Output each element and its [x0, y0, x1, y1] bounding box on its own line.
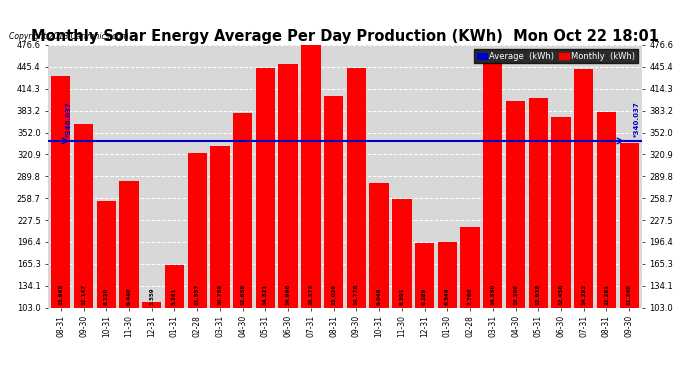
- Text: 11.240: 11.240: [627, 284, 632, 305]
- Text: *340.037: *340.037: [66, 102, 72, 138]
- Bar: [415, 243, 434, 308]
- Text: 8.591: 8.591: [400, 288, 404, 305]
- Text: 12.456: 12.456: [558, 284, 564, 305]
- Bar: [74, 124, 93, 308]
- Text: Copyright 2018 Cartronics.com: Copyright 2018 Cartronics.com: [9, 32, 128, 41]
- Bar: [188, 153, 207, 308]
- Text: 9.440: 9.440: [126, 288, 132, 305]
- Text: 13.965: 13.965: [58, 284, 63, 305]
- Legend: Average  (kWh), Monthly  (kWh): Average (kWh), Monthly (kWh): [474, 49, 638, 63]
- Text: 14.778: 14.778: [354, 284, 359, 305]
- Text: 14.550: 14.550: [491, 284, 495, 305]
- Text: 13.029: 13.029: [331, 284, 336, 305]
- Bar: [346, 68, 366, 308]
- Bar: [460, 227, 480, 308]
- Text: 15.373: 15.373: [308, 284, 313, 305]
- Bar: [233, 113, 253, 308]
- Text: 3.559: 3.559: [149, 288, 155, 305]
- Text: 12.281: 12.281: [604, 284, 609, 305]
- Text: 6.289: 6.289: [422, 288, 427, 305]
- Bar: [437, 242, 457, 308]
- Text: *340.037: *340.037: [634, 102, 640, 138]
- Bar: [551, 117, 571, 308]
- Text: 14.321: 14.321: [263, 284, 268, 305]
- Bar: [506, 102, 525, 308]
- Bar: [165, 265, 184, 308]
- Text: 14.996: 14.996: [286, 284, 290, 305]
- Bar: [620, 143, 639, 308]
- Text: 5.261: 5.261: [172, 288, 177, 305]
- Text: 14.293: 14.293: [581, 284, 586, 305]
- Text: 12.147: 12.147: [81, 284, 86, 305]
- Bar: [97, 201, 116, 308]
- Bar: [210, 146, 230, 308]
- Text: 10.759: 10.759: [217, 284, 222, 305]
- Bar: [119, 181, 139, 308]
- Text: 8.220: 8.220: [104, 288, 109, 305]
- Text: 13.208: 13.208: [513, 284, 518, 305]
- Bar: [392, 199, 411, 308]
- Text: 12.659: 12.659: [240, 284, 245, 305]
- Bar: [529, 98, 548, 308]
- Bar: [324, 96, 344, 308]
- Bar: [597, 112, 616, 308]
- Bar: [483, 63, 502, 308]
- Text: 12.938: 12.938: [535, 284, 541, 305]
- Title: Monthly Solar Energy Average Per Day Production (KWh)  Mon Oct 22 18:01: Monthly Solar Energy Average Per Day Pro…: [31, 29, 659, 44]
- Bar: [574, 69, 593, 308]
- Bar: [369, 183, 388, 308]
- Text: 7.768: 7.768: [468, 288, 473, 305]
- Text: 11.557: 11.557: [195, 284, 199, 305]
- Bar: [256, 68, 275, 308]
- Bar: [142, 302, 161, 307]
- Bar: [51, 76, 70, 307]
- Bar: [302, 45, 321, 308]
- Text: 6.549: 6.549: [445, 288, 450, 305]
- Bar: [279, 64, 298, 308]
- Text: 9.048: 9.048: [377, 288, 382, 305]
